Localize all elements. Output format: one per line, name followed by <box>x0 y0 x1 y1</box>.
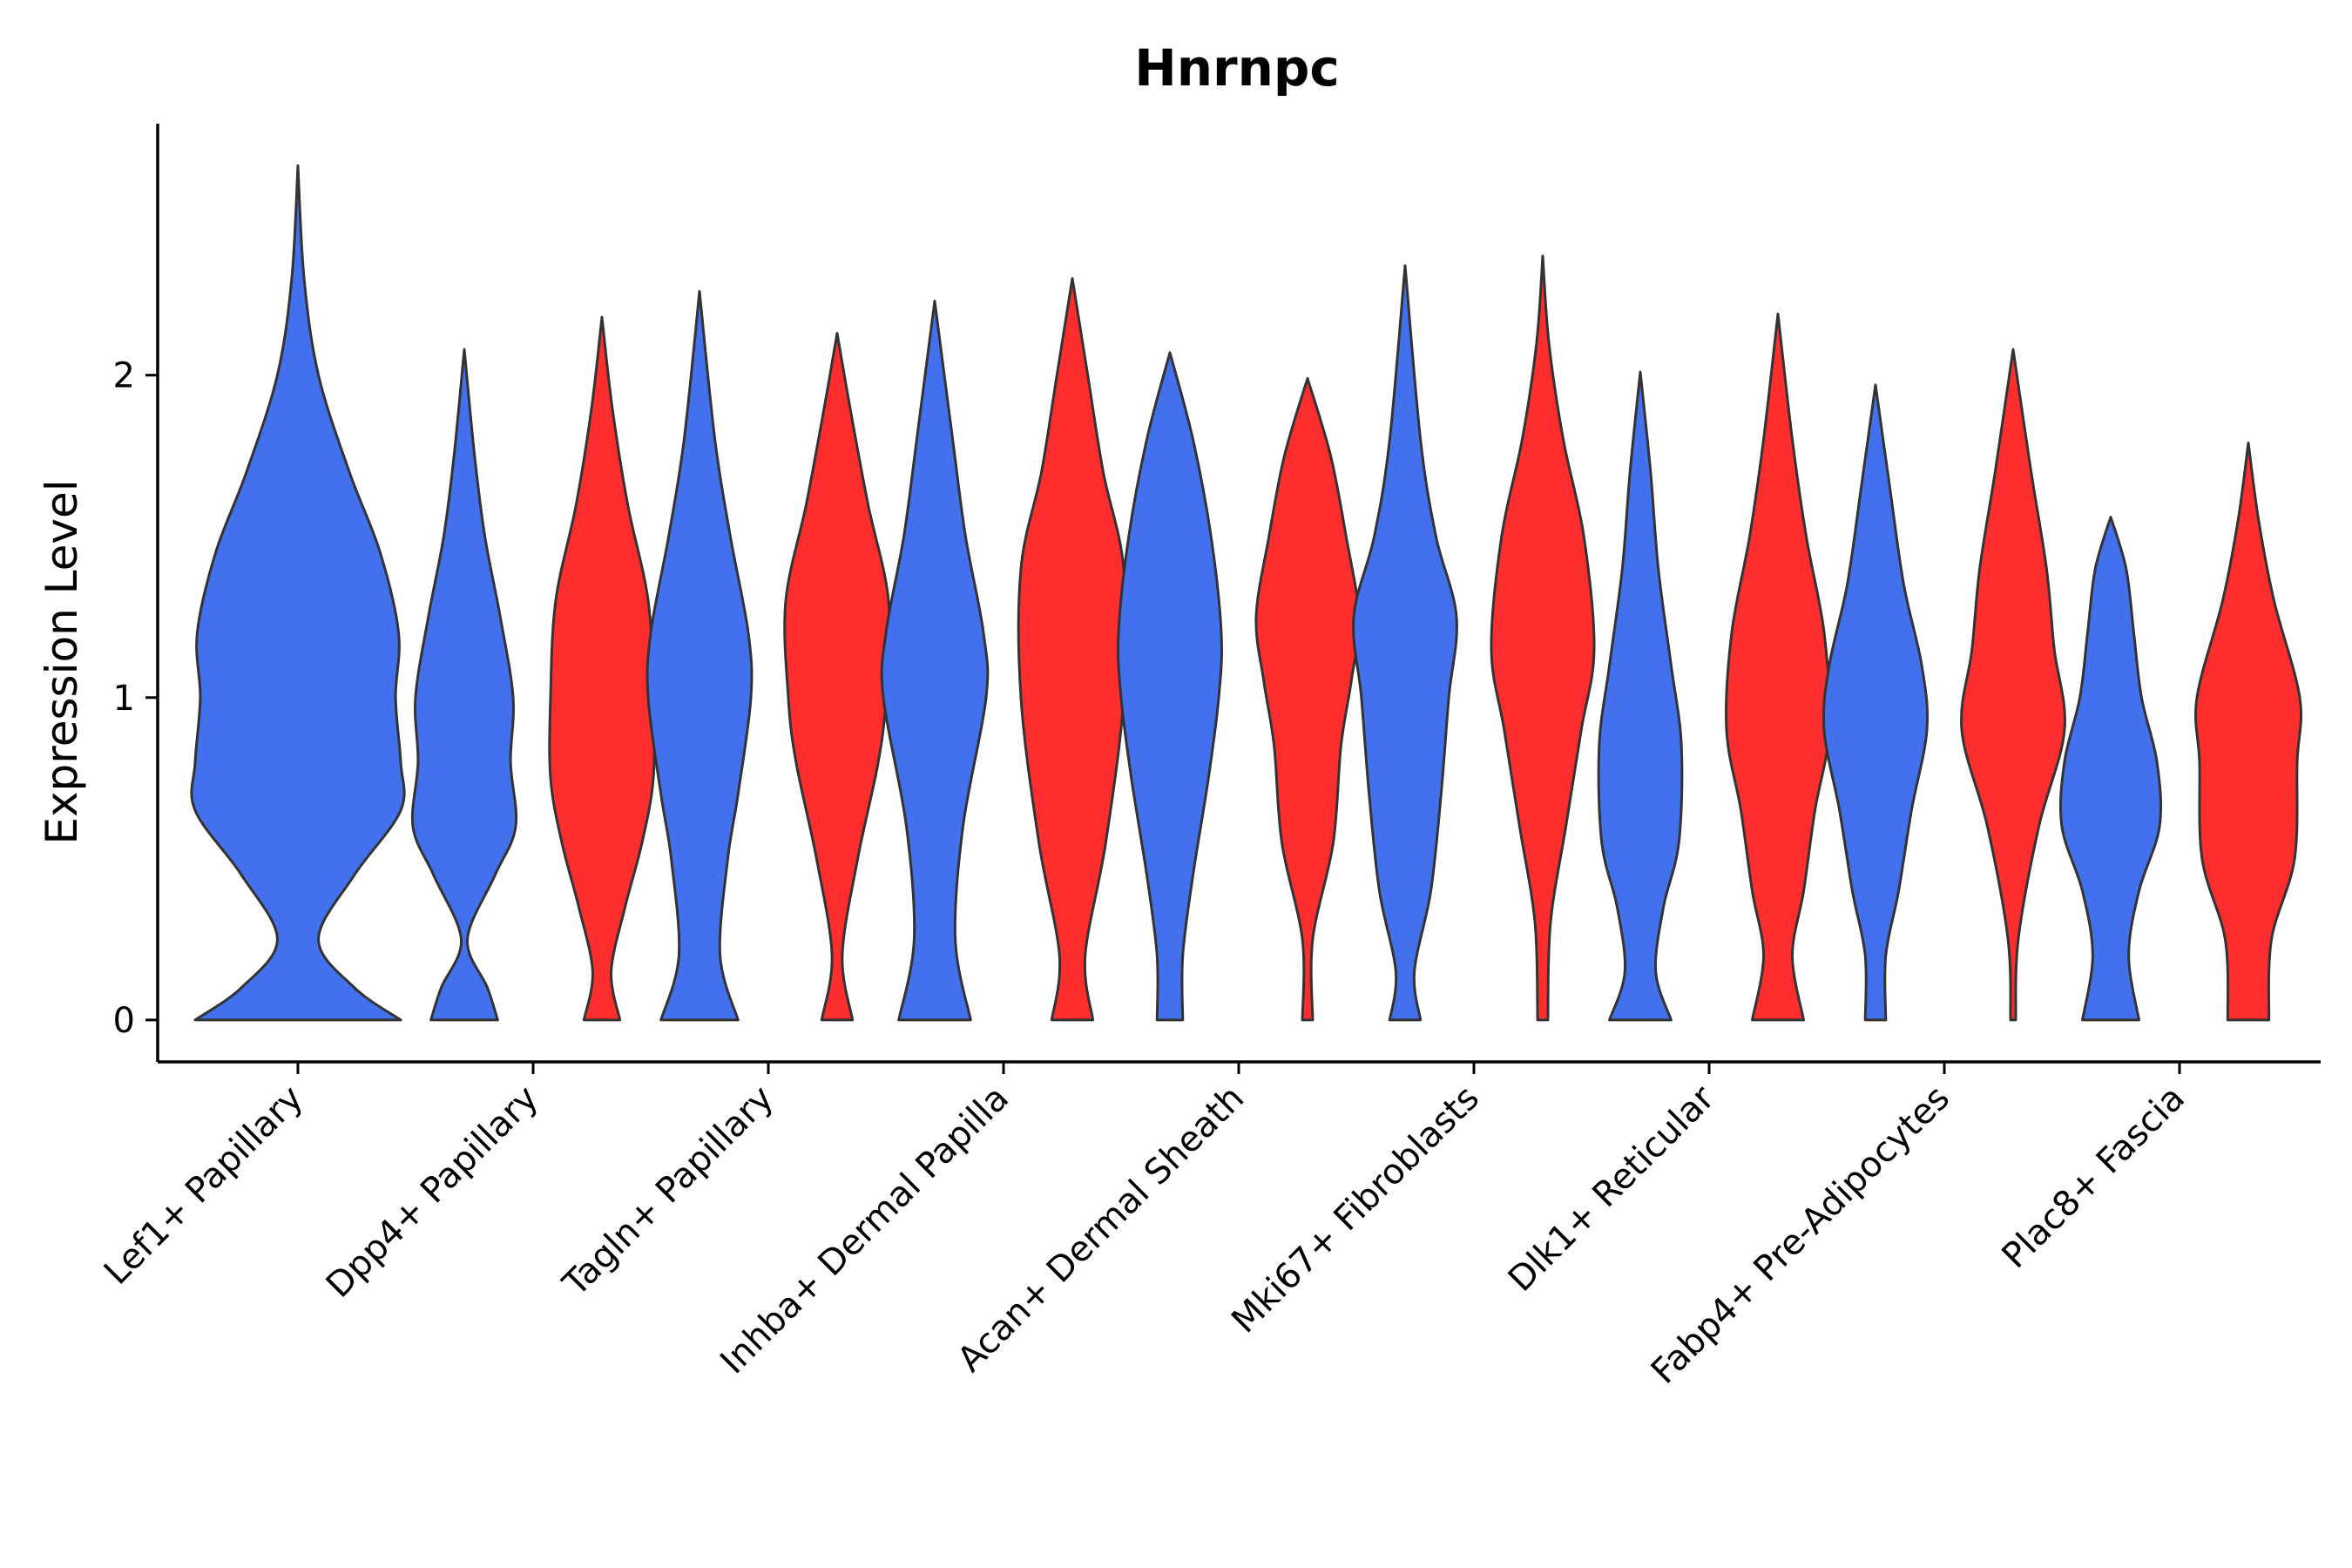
x-ticks-group: Lef1+ Papillary Dpp4+ Papillary Tagln+ Pap… <box>97 1062 2193 1392</box>
x-tick-label: Mki67+ Fibroblasts <box>1224 1078 1487 1342</box>
violins-group <box>190 164 2303 1022</box>
violin-tagln-papillary-group-2 <box>783 332 891 1022</box>
x-tick-label: Plac8+ Fascia <box>1995 1078 2193 1277</box>
x-tick-label: Dlk1+ Reticular <box>1501 1078 1723 1300</box>
violin-inhba-dermal-papilla-group-1 <box>880 300 990 1022</box>
y-ticks-group: 0 1 2 <box>113 356 158 1041</box>
violin-inhba-dermal-papilla-group-2 <box>1017 277 1128 1022</box>
x-tick-label: Lef1+ Papillary <box>97 1078 311 1293</box>
violin-lef1-papillary-group-1 <box>190 164 406 1022</box>
violin-plac8-fascia-group-1 <box>2058 516 2163 1022</box>
y-tick-label: 1 <box>113 679 135 719</box>
violin-dlk1-reticular-group-1 <box>1597 370 1684 1022</box>
x-tick-label: Tagln+ Papillary <box>555 1078 781 1305</box>
violin-acan-dermal-sheath-group-2 <box>1254 376 1361 1022</box>
violin-dpp4-papillary-group-2 <box>548 315 656 1022</box>
violin-dpp4-papillary-group-1 <box>410 348 518 1022</box>
violin-dlk1-reticular-group-2 <box>1725 312 1831 1022</box>
violin-plac8-fascia-group-2 <box>2193 441 2303 1022</box>
violin-tagln-papillary-group-1 <box>645 289 754 1022</box>
y-tick-label: 0 <box>113 1001 135 1041</box>
violin-fabp4-pre-adipocytes-group-2 <box>1960 348 2066 1022</box>
violin-mki67-fibroblasts-group-1 <box>1352 264 1458 1022</box>
violin-fabp4-pre-adipocytes-group-1 <box>1821 383 1930 1022</box>
chart-title: Hnrnpc <box>1134 38 1340 98</box>
x-tick-label: Dpp4+ Papillary <box>319 1078 546 1306</box>
y-tick-label: 2 <box>113 356 135 396</box>
violin-mki67-fibroblasts-group-2 <box>1490 254 1596 1022</box>
y-axis-label: Expression Level <box>37 479 87 844</box>
violin-acan-dermal-sheath-group-1 <box>1116 351 1224 1022</box>
